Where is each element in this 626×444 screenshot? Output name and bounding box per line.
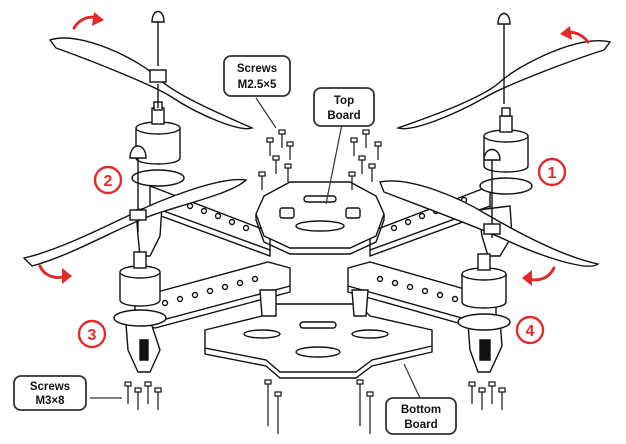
motor-number-1-badge: 1 (537, 157, 567, 187)
rotation-arrow-ccw-icon (38, 264, 72, 284)
callout-bottom-board: Bottom Board (385, 397, 457, 435)
motor-number-3: 3 (88, 327, 97, 344)
bottom-board (204, 303, 433, 379)
callout-top-board-line1: Top (334, 95, 354, 107)
rotation-arrow-cw-icon (522, 266, 556, 286)
propellers (22, 10, 612, 267)
motor-number-2-badge: 2 (93, 165, 123, 195)
rotation-arrow-ccw-icon (560, 26, 590, 44)
callout-bottom-board-line1: Bottom (401, 404, 441, 416)
propeller-rear-right (379, 148, 600, 267)
rotation-arrows (38, 12, 590, 286)
motor-4 (457, 253, 511, 331)
callout-top-board: Top Board (313, 87, 375, 127)
motor-number-badges: 1 2 3 4 (77, 157, 567, 349)
callout-screws-m3x8: Screws M3×8 (13, 375, 87, 411)
callout-screws-m2-5x5-line1: Screws (237, 63, 277, 75)
callout-bottom-board-line2: Board (404, 419, 437, 431)
callout-screws-m2-5x5-line2: M2.5×5 (238, 79, 277, 91)
motor-number-4-badge: 4 (515, 315, 545, 345)
propeller-front-right (395, 12, 612, 130)
motor-number-4: 4 (526, 323, 535, 340)
top-board (255, 181, 385, 255)
screws-m3x8 (124, 379, 506, 434)
propeller-front-left (48, 10, 254, 130)
rotation-arrow-cw-icon (72, 12, 104, 30)
motor-number-2: 2 (104, 173, 113, 190)
callout-screws-m2-5x5: Screws M2.5×5 (223, 55, 291, 97)
callout-leaders (90, 97, 421, 399)
callout-top-board-line2: Board (327, 110, 360, 122)
motor-3 (113, 251, 167, 327)
motor-2 (131, 101, 185, 187)
callout-screws-m3x8-line2: M3×8 (35, 395, 65, 407)
motor-number-3-badge: 3 (77, 319, 107, 349)
motor-1 (479, 107, 533, 195)
callout-screws-m3x8-line1: Screws (30, 381, 70, 393)
motor-number-1: 1 (548, 165, 557, 182)
motors (113, 101, 533, 331)
arm-motor-3 (134, 261, 291, 329)
screws-m2-5x5 (258, 129, 382, 190)
propeller-rear-left (22, 145, 248, 267)
